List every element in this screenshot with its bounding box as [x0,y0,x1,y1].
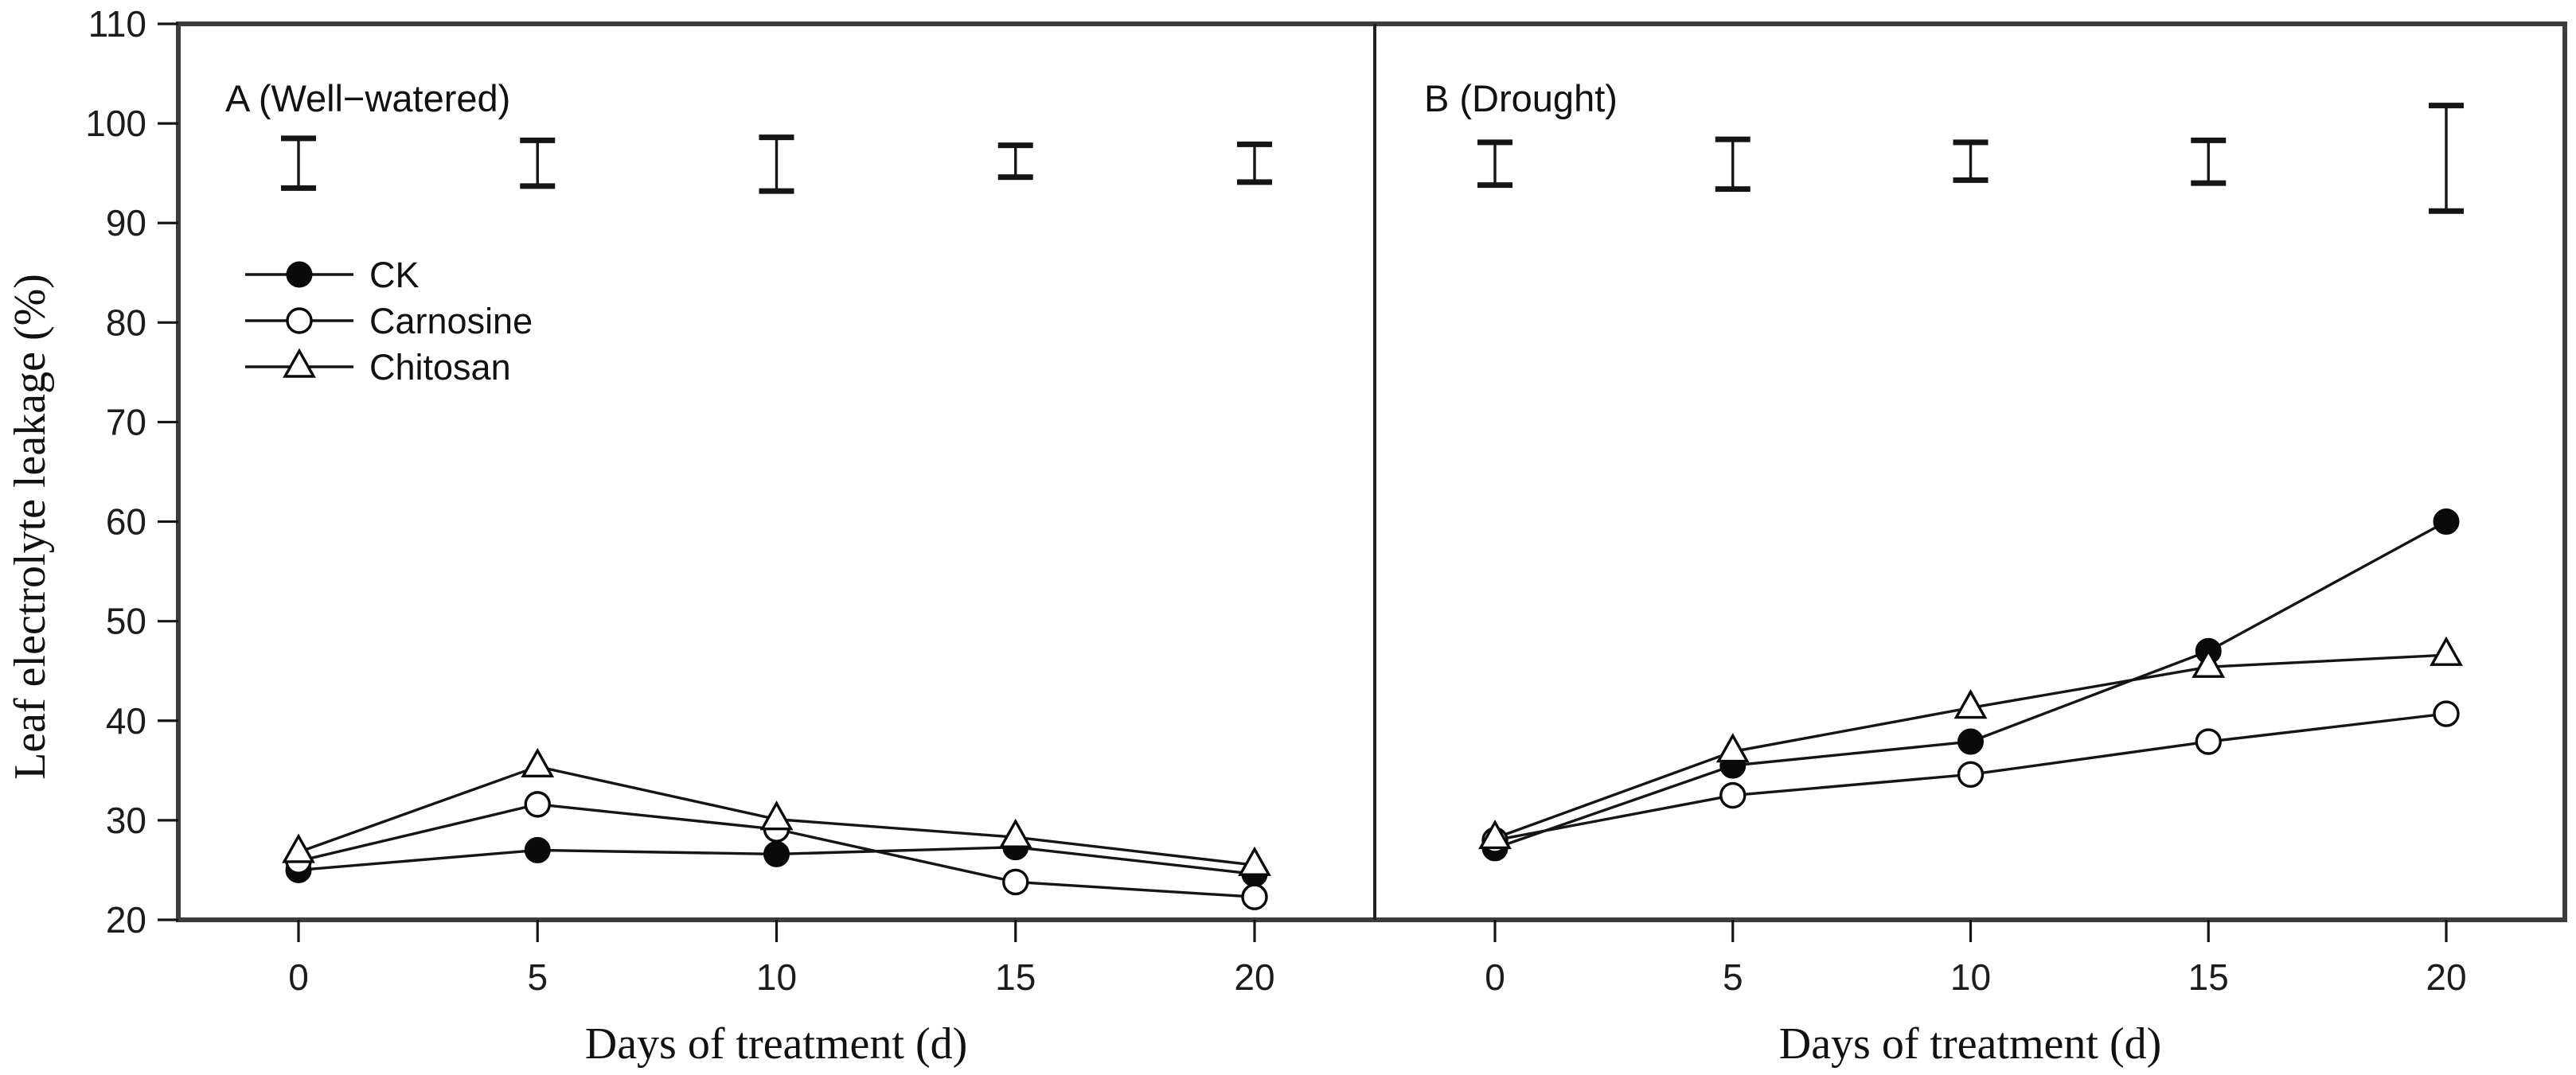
panel-b-title: B (Drought) [1424,77,1618,119]
legend-carnosine-marker [286,307,313,334]
data-point-ck-marker [524,836,551,863]
data-point-chitosan-marker [2192,648,2226,678]
data-point-ck-marker [1957,728,1984,755]
data-point-chitosan-marker [998,818,1032,848]
data-point-ck-marker [763,840,790,867]
legend-ck-marker [286,261,313,288]
data-point-chitosan-marker [2430,636,2463,666]
data-point-carnosine-marker [524,791,551,818]
data-point-chitosan-marker [1478,819,1512,850]
data-point-chitosan-marker [1238,846,1271,876]
data-point-chitosan-marker [1953,689,1988,719]
x-tick-label: 10 [756,956,797,998]
y-tick-label: 60 [106,501,146,543]
data-point-carnosine-marker [1957,761,1985,789]
legend-label-chitosan: Chitosan [369,347,511,388]
x-tick-label: 20 [2426,956,2466,998]
legend-label-carnosine: Carnosine [369,301,533,341]
data-point-chitosan-marker [521,747,555,778]
data-point-chitosan-marker [282,833,315,863]
plot-frame-layer [176,21,2567,922]
x-tick-label: 20 [1234,956,1274,998]
x-tick-label: 5 [1723,956,1743,998]
x-tick-label: 15 [2188,956,2229,998]
y-tick-label: 30 [106,800,146,841]
error-bar [1237,141,1272,185]
error-bar [997,142,1033,181]
error-bar [2429,103,2464,214]
data-point-carnosine-marker [1002,868,1029,896]
error-bar [281,135,316,191]
error-bar [1953,139,1989,183]
x-tick-label: 0 [1485,956,1505,998]
panel-a-title: A (Well−watered) [225,77,510,119]
y-tick-label: 50 [106,601,146,642]
chart-data-layer [281,103,2464,910]
y-tick-label: 100 [85,103,146,144]
data-point-carnosine-marker [1719,781,1747,809]
panel-b-x-axis-title: Days of treatment (d) [1779,1019,2161,1069]
panel-a-x-axis-title: Days of treatment (d) [585,1019,967,1069]
error-bar [1477,139,1512,189]
legend-chitosan-marker [283,348,316,378]
error-bar [2191,137,2227,186]
x-tick-label: 15 [995,956,1036,998]
y-tick-label: 40 [106,700,146,742]
axis-ticks-layer: 20 30 40 50 60 70 80 90 100 110 0 5 10 15 20 0 5 10 15 20 [85,3,2466,998]
panel-frame [176,21,2567,922]
x-tick-label: 5 [527,956,548,998]
error-bar [520,137,556,189]
y-tick-label: 80 [106,302,146,343]
x-tick-label: 0 [288,956,309,998]
error-bar [1715,136,1751,193]
data-point-carnosine-marker [2195,728,2222,755]
data-point-chitosan-marker [759,800,794,831]
error-bar [759,134,794,194]
legend-label-ck: CK [369,255,420,295]
y-tick-label: 90 [106,202,146,243]
series-line-ck [1494,520,2447,850]
data-point-ck-marker [2433,508,2460,536]
y-tick-label: 110 [88,3,146,45]
y-axis-title: Leaf electrolyte leakage (%) [6,274,55,780]
data-point-carnosine-marker [2433,700,2460,727]
data-point-carnosine-marker [1241,883,1268,910]
legend-markers-layer [245,261,353,378]
y-tick-label: 20 [106,899,146,941]
x-tick-label: 10 [1950,956,1991,998]
y-tick-label: 70 [106,401,146,442]
data-point-chitosan-marker [1715,733,1750,763]
